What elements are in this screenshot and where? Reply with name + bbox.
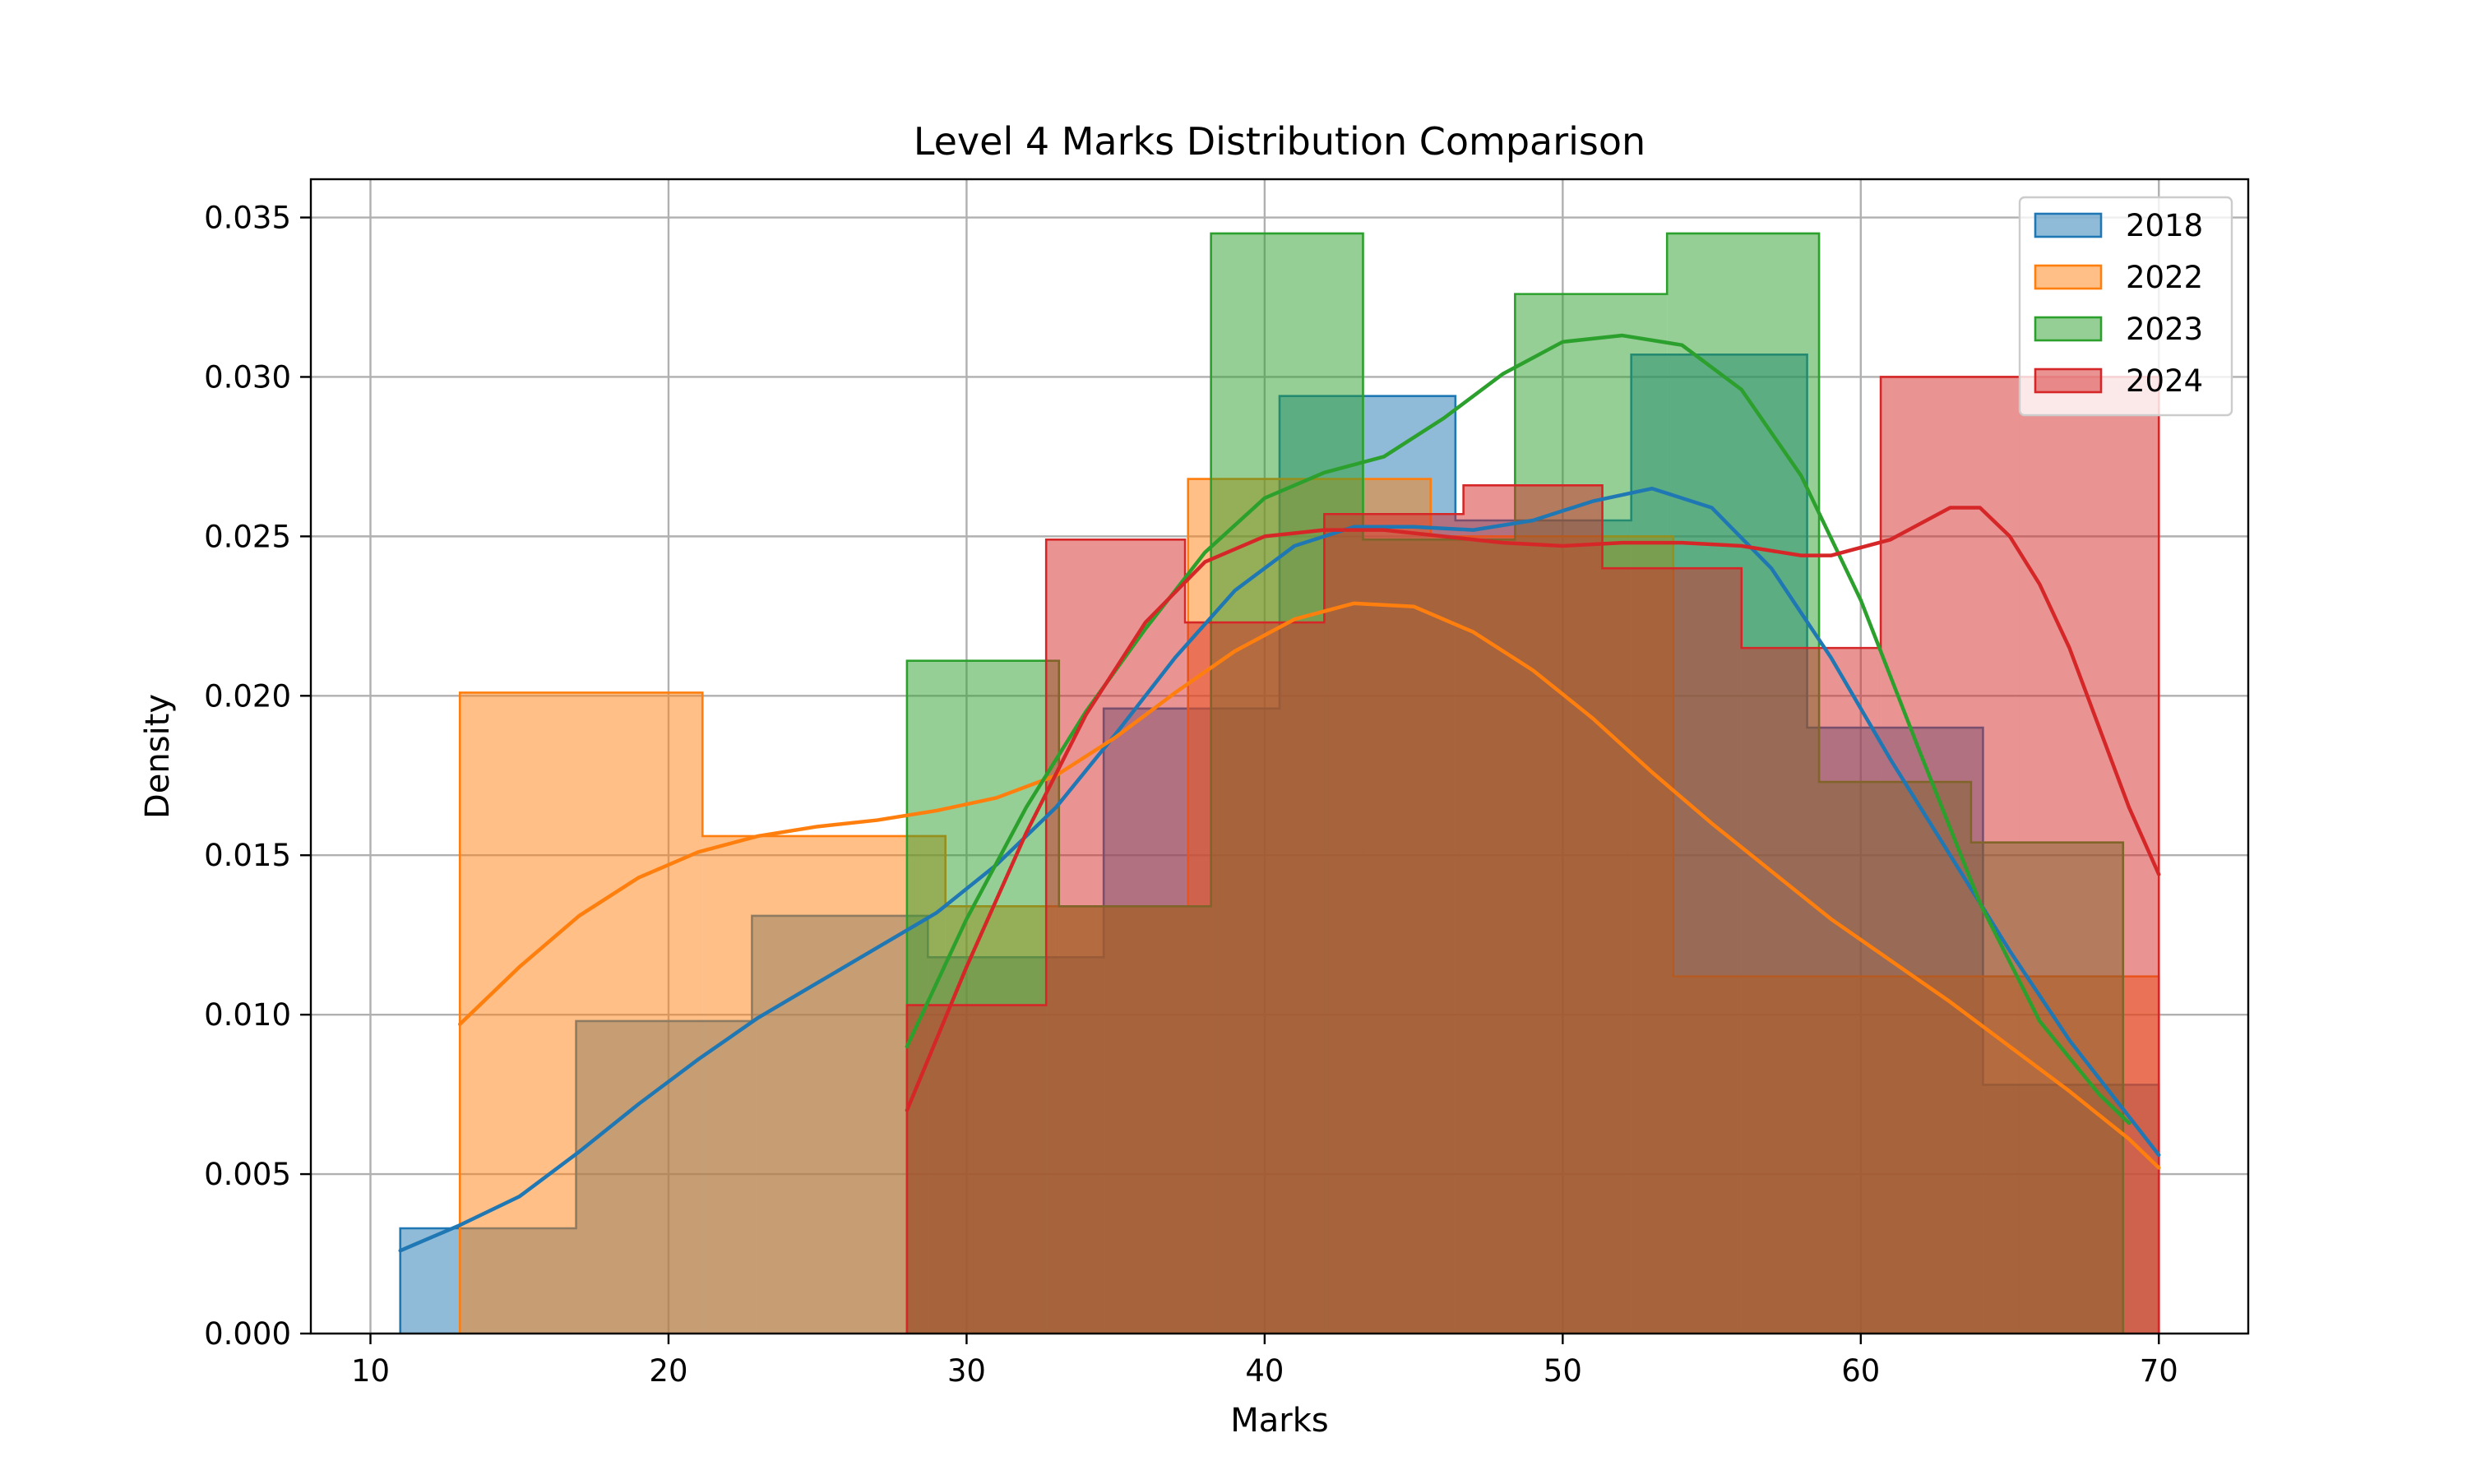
x-tick-label: 20 (649, 1353, 687, 1389)
bar-2024 (1046, 539, 1186, 1334)
bar-2024 (1324, 514, 1464, 1334)
step-outline-2024 (905, 376, 2160, 1334)
bar-2022 (460, 692, 703, 1334)
bar-2024 (1185, 622, 1325, 1334)
histogram-bars (399, 232, 2160, 1334)
legend-swatch-2022 (2034, 264, 2103, 290)
y-axis-label: Density (139, 694, 177, 819)
legend: 2018 2022 2023 2024 (2018, 196, 2233, 417)
x-tick-label: 10 (351, 1353, 390, 1389)
legend-label-2022: 2022 (2126, 260, 2203, 295)
x-axis-ticks: 10 20 30 40 50 60 70 (351, 1334, 2178, 1389)
legend-label-2018: 2018 (2126, 208, 2203, 243)
y-tick-label: 0.020 (204, 678, 291, 714)
legend-swatch-2023 (2034, 316, 2103, 342)
legend-items: 2018 2022 2023 2024 (2034, 208, 2203, 399)
bar-2024 (1463, 485, 1603, 1334)
bar-2024 (1741, 648, 1881, 1334)
x-tick-label: 40 (1245, 1353, 1284, 1389)
bar-2022 (702, 835, 946, 1334)
bar-2024 (2019, 377, 2159, 1334)
y-tick-label: 0.005 (204, 1157, 291, 1192)
y-tick-label: 0.000 (204, 1316, 291, 1352)
legend-box (2018, 196, 2233, 417)
x-tick-label: 70 (2140, 1353, 2178, 1389)
y-tick-label: 0.035 (204, 201, 291, 236)
kde-line-2024 (905, 506, 2161, 1112)
y-axis-ticks: 0.000 0.005 0.010 0.015 0.020 0.025 0.030 0.035 (204, 201, 311, 1352)
x-tick-label: 60 (1841, 1353, 1880, 1389)
series-2024-bars (905, 376, 2160, 1334)
y-tick-label: 0.015 (204, 838, 291, 873)
legend-swatch-2024 (2034, 368, 2103, 394)
x-axis-label: Marks (1230, 1402, 1328, 1440)
legend-swatch-2018 (2034, 212, 2103, 238)
y-tick-label: 0.010 (204, 997, 291, 1033)
y-tick-label: 0.030 (204, 359, 291, 395)
y-tick-label: 0.025 (204, 519, 291, 554)
bar-2024 (906, 1005, 1047, 1334)
legend-label-2023: 2023 (2126, 312, 2203, 347)
chart-title: Level 4 Marks Distribution Comparison (914, 119, 1645, 164)
kde-line-2018 (398, 486, 2161, 1253)
kde-line-2022 (457, 601, 2161, 1170)
x-tick-label: 50 (1544, 1353, 1582, 1389)
plot-frame (309, 178, 2250, 1335)
legend-label-2024: 2024 (2126, 363, 2203, 399)
bar-2024 (1602, 568, 1742, 1334)
kde-curves (398, 333, 2161, 1253)
x-tick-label: 30 (947, 1353, 986, 1389)
